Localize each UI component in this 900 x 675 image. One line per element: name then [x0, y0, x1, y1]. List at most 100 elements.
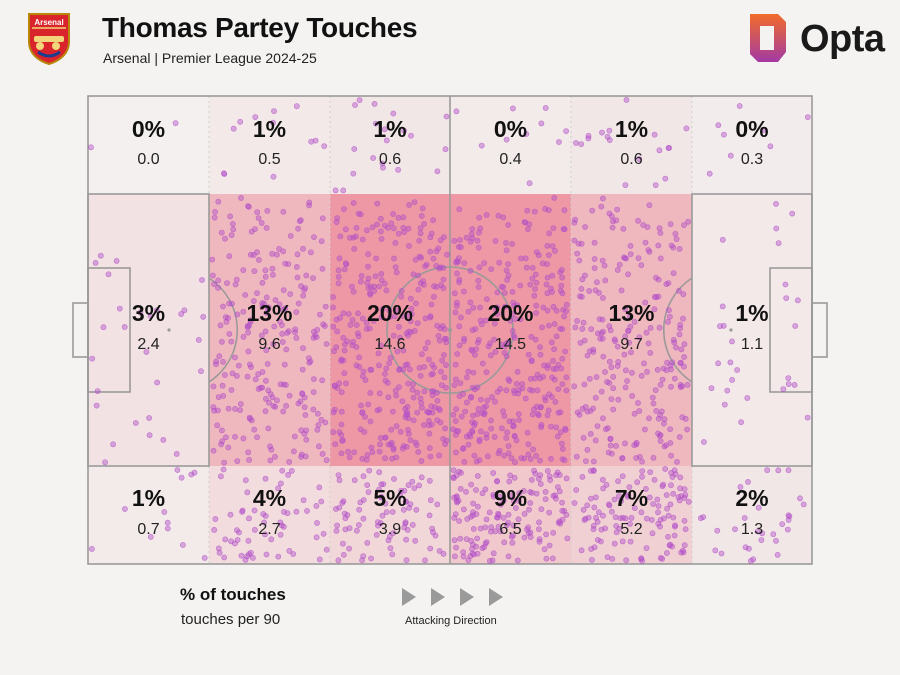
touch-dot [441, 335, 448, 342]
touch-dot [332, 441, 339, 448]
touch-dot [463, 374, 470, 381]
touch-dot [467, 267, 474, 274]
touch-dot [563, 512, 570, 518]
touch-dot [658, 408, 665, 415]
touch-dot [467, 299, 474, 306]
touch-dot [634, 479, 641, 486]
touch-dot [516, 417, 522, 423]
touch-dot [439, 357, 445, 364]
touch-dot [649, 530, 656, 537]
touch-dot [218, 338, 225, 345]
touch-dot [387, 545, 394, 552]
touch-dot [595, 330, 601, 337]
touch-dot [672, 230, 679, 237]
touch-dot [410, 417, 417, 424]
touch-dot [373, 532, 380, 538]
touch-dot [544, 468, 551, 474]
zone-percent-label: 13% [246, 300, 292, 326]
touch-dot [427, 497, 434, 504]
touch-dot [631, 318, 638, 325]
touch-dot [316, 311, 323, 318]
touch-dot [456, 342, 463, 349]
touch-dot [538, 120, 545, 127]
touch-dot [616, 493, 622, 499]
touch-dot [254, 209, 261, 216]
touch-dot [406, 504, 412, 511]
touch-dot [594, 537, 601, 543]
touch-dot [341, 347, 348, 354]
touch-dot [650, 454, 657, 461]
touch-dot [313, 502, 320, 509]
touch-dot [662, 175, 669, 182]
touch-dot [474, 339, 481, 346]
touch-dot [522, 255, 529, 262]
touch-dot [209, 256, 216, 263]
touch-dot [503, 267, 510, 274]
heat-zone-r0-c5 [692, 96, 812, 194]
touch-dot [416, 482, 422, 489]
touch-dot [395, 214, 402, 221]
touch-dot [330, 409, 337, 416]
page-title: Thomas Partey Touches [102, 12, 418, 43]
touch-dot [265, 304, 272, 311]
touch-dot [490, 493, 497, 500]
touch-dot [580, 319, 587, 326]
touch-dot [529, 489, 535, 496]
touch-dot [606, 501, 612, 508]
touch-dot [511, 302, 518, 309]
touch-dot [335, 267, 342, 274]
touch-dot [646, 202, 653, 209]
touch-dot [245, 203, 251, 209]
touch-dot [408, 132, 414, 139]
touch-dot [670, 514, 677, 521]
touch-dot [494, 304, 501, 311]
touch-dot [409, 522, 416, 528]
touch-dot [490, 550, 497, 557]
touch-dot [737, 483, 744, 490]
touch-dot [503, 340, 510, 347]
legend-sub-label: touches per 90 [181, 611, 281, 628]
touch-dot [524, 429, 531, 436]
touch-dot [529, 411, 536, 418]
touch-dot [599, 335, 606, 342]
touch-dot [198, 368, 204, 375]
touch-dot [426, 512, 433, 519]
touch-dot [178, 474, 185, 481]
touch-dot [613, 217, 620, 224]
touch-dot [572, 324, 579, 331]
touch-dot [250, 298, 257, 304]
touch-dot [546, 391, 552, 398]
touch-dot [573, 487, 580, 493]
touch-dot [377, 441, 383, 448]
touch-dot [551, 194, 558, 201]
touch-dot [508, 455, 515, 461]
touch-dot [262, 267, 269, 274]
touch-dot [600, 195, 606, 202]
touch-dot [332, 187, 339, 194]
touch-dot [592, 494, 599, 501]
touch-dot [246, 515, 252, 522]
touch-dot [409, 386, 416, 393]
touch-dot [474, 237, 481, 244]
touch-dot [172, 120, 179, 127]
touch-dot [247, 549, 254, 556]
touch-dot [651, 306, 658, 313]
touch-dot [287, 232, 294, 239]
touch-dot [473, 458, 480, 465]
touch-dot [421, 363, 427, 370]
touch-dot [503, 353, 510, 360]
touch-dot [526, 506, 532, 513]
touch-dot [438, 368, 444, 375]
touch-dot [370, 317, 377, 324]
touch-dot [456, 323, 463, 330]
touch-dot [318, 238, 325, 245]
touch-dot [291, 433, 298, 440]
touch-dot [254, 434, 260, 441]
touch-dot [661, 416, 668, 423]
touch-dot [436, 265, 443, 272]
heat-zone-r2-c4 [571, 466, 692, 564]
touch-dot [600, 328, 606, 335]
touch-dot [584, 502, 591, 509]
touch-dot [304, 508, 310, 514]
touch-dot [395, 166, 401, 173]
